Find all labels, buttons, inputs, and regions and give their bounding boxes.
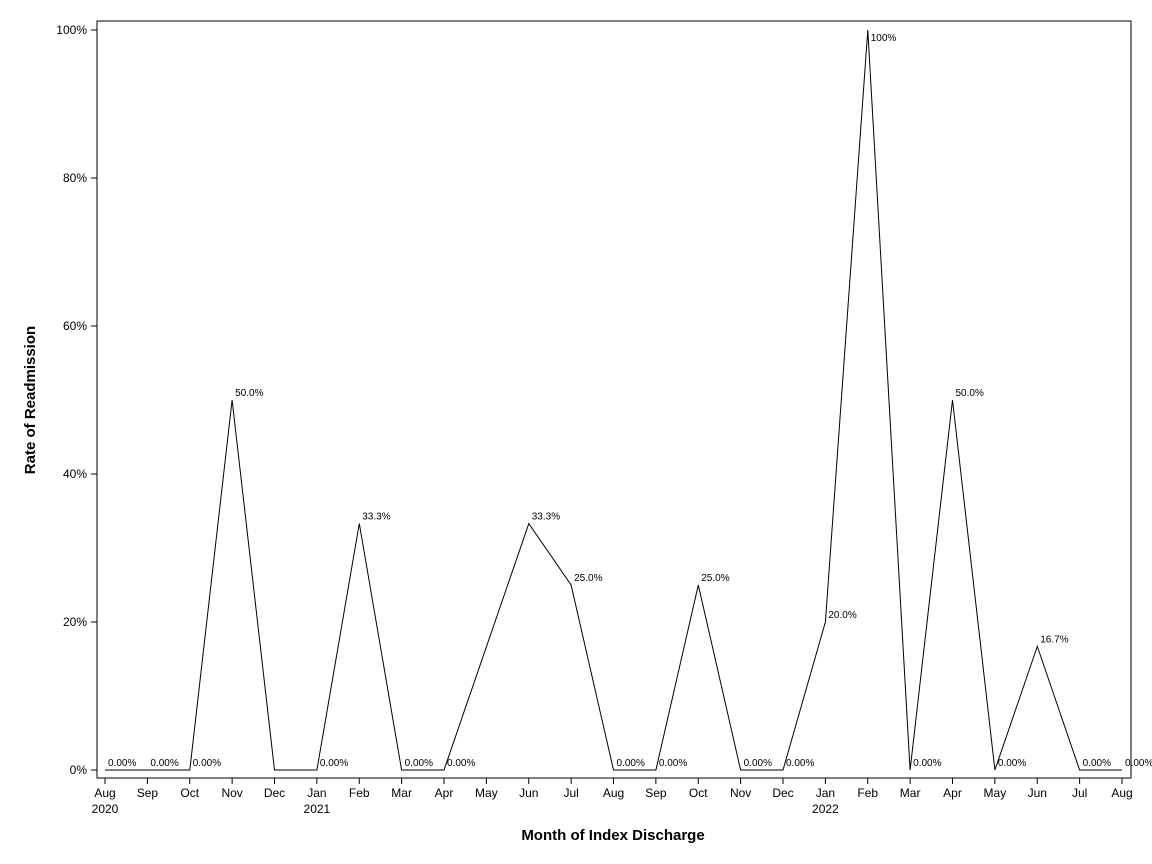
data-label: 0.00%	[320, 758, 348, 769]
data-labels: 0.00% 0.00% 0.00% 50.0% 0.00% 33.3% 0.00% 0.00%…	[108, 33, 1152, 769]
y-axis-title: Rate of Readmission	[22, 326, 39, 474]
x-tick-label: Feb	[857, 786, 878, 800]
x-tick-label: Aug	[94, 786, 115, 800]
data-label: 25.0%	[701, 573, 729, 584]
x-tick-label: Nov	[221, 786, 242, 800]
x-tick-label: May	[984, 786, 1007, 800]
data-label: 33.3%	[362, 512, 390, 523]
x-tick-label: Feb	[349, 786, 370, 800]
y-tick-label: 80%	[63, 171, 87, 185]
x-axis: Aug 2020 Sep Oct Nov Dec Jan 2021 Feb Mar Apr May Ju…	[92, 778, 1133, 816]
data-label: 0.00%	[447, 758, 475, 769]
x-tick-label: Mar	[391, 786, 412, 800]
x-tick-label: Jun	[519, 786, 538, 800]
data-label: 0.00%	[786, 758, 814, 769]
data-label: 0.00%	[108, 758, 136, 769]
data-label: 50.0%	[956, 388, 984, 399]
data-label: 0.00%	[744, 758, 772, 769]
y-tick-label: 0%	[70, 763, 88, 777]
data-label: 0.00%	[913, 758, 941, 769]
x-tick-label: Jan	[307, 786, 326, 800]
data-label: 50.0%	[235, 388, 263, 399]
x-tick-label: Apr	[943, 786, 962, 800]
x-tick-year-label: 2022	[812, 802, 839, 816]
x-tick-label: Jul	[563, 786, 578, 800]
data-label: 0.00%	[659, 758, 687, 769]
data-label: 0.00%	[998, 758, 1026, 769]
x-tick-label: Apr	[435, 786, 454, 800]
y-tick-label: 60%	[63, 319, 87, 333]
x-tick-label: Sep	[137, 786, 159, 800]
data-label: 25.0%	[574, 573, 602, 584]
x-tick-label: Mar	[900, 786, 921, 800]
x-tick-year-label: 2020	[92, 802, 119, 816]
x-tick-label: Aug	[1111, 786, 1132, 800]
y-tick-label: 40%	[63, 467, 87, 481]
data-label: 16.7%	[1040, 634, 1068, 645]
x-tick-label: Jul	[1072, 786, 1087, 800]
data-label: 33.3%	[532, 512, 560, 523]
data-label: 0.00%	[1083, 758, 1111, 769]
x-tick-label: Dec	[264, 786, 285, 800]
plot-frame	[96, 20, 1132, 779]
data-label: 0.00%	[617, 758, 645, 769]
data-label: 0.00%	[1125, 758, 1152, 769]
x-tick-label: Sep	[645, 786, 667, 800]
x-tick-label: Nov	[730, 786, 751, 800]
data-label: 0.00%	[150, 758, 178, 769]
y-tick-label: 20%	[63, 615, 87, 629]
x-tick-label: Oct	[180, 786, 199, 800]
x-tick-label: Dec	[772, 786, 793, 800]
y-tick-label: 100%	[56, 23, 87, 37]
x-axis-title: Month of Index Discharge	[521, 827, 704, 844]
data-label: 0.00%	[193, 758, 221, 769]
x-tick-label: Aug	[603, 786, 624, 800]
y-axis: 0% 20% 40% 60% 80% 100%	[56, 23, 97, 777]
x-tick-label: Jan	[816, 786, 835, 800]
data-label: 20.0%	[828, 610, 856, 621]
series-line	[105, 29, 1122, 771]
x-tick-year-label: 2021	[304, 802, 331, 816]
data-label: 100%	[871, 33, 897, 44]
x-tick-label: May	[475, 786, 498, 800]
x-tick-label: Jun	[1028, 786, 1047, 800]
data-label: 0.00%	[405, 758, 433, 769]
x-tick-label: Oct	[689, 786, 708, 800]
